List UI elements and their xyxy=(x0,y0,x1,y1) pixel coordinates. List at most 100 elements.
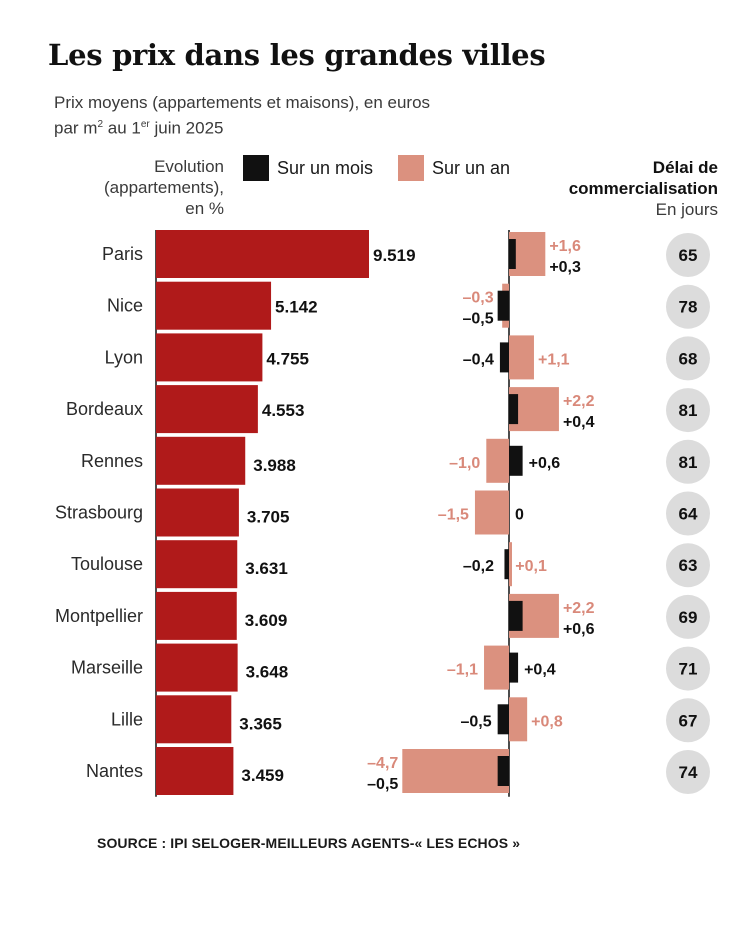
price-bar-lyon xyxy=(156,333,263,382)
month-bar-marseille xyxy=(509,652,519,683)
delai-value-nantes: 74 xyxy=(679,763,698,782)
month-bar-nice xyxy=(497,290,509,321)
chart-subtitle: Prix moyens (appartements et maisons), e… xyxy=(54,92,430,140)
delai-value-paris: 65 xyxy=(679,246,698,265)
price-bar-bordeaux xyxy=(156,385,258,434)
year-value-paris: +1,6 xyxy=(549,238,581,255)
month-value-toulouse: –0,2 xyxy=(463,558,494,575)
month-value-paris: +0,3 xyxy=(549,259,581,276)
delai-circle-rennes xyxy=(666,439,710,484)
delai-circle-marseille xyxy=(666,646,710,691)
city-label-nantes: Nantes xyxy=(86,761,143,781)
month-value-rennes: +0,6 xyxy=(529,455,561,472)
delai-value-bordeaux: 81 xyxy=(679,401,698,420)
city-label-toulouse: Toulouse xyxy=(71,554,143,574)
month-bar-paris xyxy=(509,239,516,269)
subtitle-line-2: par m2 au 1er juin 2025 xyxy=(54,114,430,140)
delai-value-lyon: 68 xyxy=(679,349,698,368)
year-value-nantes: –4,7 xyxy=(367,755,398,772)
price-bar-paris xyxy=(156,230,369,278)
delai-circle-paris xyxy=(666,233,710,277)
delai-circle-nantes xyxy=(666,750,710,794)
city-label-montpellier: Montpellier xyxy=(55,606,143,626)
delai-value-marseille: 71 xyxy=(679,660,698,679)
month-value-lille: –0,5 xyxy=(461,713,492,730)
month-bar-rennes xyxy=(509,445,523,476)
evolution-label-line-1: Evolution xyxy=(154,157,224,176)
month-bar-lyon xyxy=(499,342,509,373)
city-label-lille: Lille xyxy=(111,709,143,729)
evolution-label-line-2: (appartements), xyxy=(104,178,224,197)
legend-month-label: Sur un mois xyxy=(277,157,374,178)
year-value-rennes: –1,0 xyxy=(449,455,480,472)
delai-circle-bordeaux xyxy=(666,388,710,433)
city-label-paris: Paris xyxy=(102,244,143,264)
delai-circle-lyon xyxy=(666,336,710,381)
year-bar-lyon xyxy=(509,335,534,380)
legend-year-swatch xyxy=(398,155,424,181)
delai-value-toulouse: 63 xyxy=(679,556,698,575)
subtitle-sup-1: 2 xyxy=(97,119,104,130)
month-value-marseille: +0,4 xyxy=(524,662,556,679)
evolution-label: Evolution (appartements), en % xyxy=(104,156,224,219)
delai-value-lille: 67 xyxy=(679,711,698,730)
price-value-paris: 9.519 xyxy=(373,246,416,265)
legend-month-swatch xyxy=(243,155,269,181)
price-value-toulouse: 3.631 xyxy=(245,559,288,578)
year-bar-rennes xyxy=(486,438,509,483)
price-bar-toulouse xyxy=(156,540,238,589)
month-bar-bordeaux xyxy=(509,394,519,425)
price-value-nice: 5.142 xyxy=(275,298,318,317)
month-value-strasbourg: 0 xyxy=(515,507,524,524)
month-value-lyon: –0,4 xyxy=(463,351,494,368)
month-bar-lille xyxy=(497,704,509,735)
price-value-rennes: 3.988 xyxy=(253,456,296,475)
city-label-nice: Nice xyxy=(107,296,143,316)
year-value-lille: +0,8 xyxy=(531,713,563,730)
price-bar-nantes xyxy=(156,747,234,795)
price-value-nantes: 3.459 xyxy=(241,766,284,785)
price-bar-nice xyxy=(156,281,272,330)
city-label-strasbourg: Strasbourg xyxy=(55,503,143,523)
year-bar-toulouse xyxy=(509,542,512,587)
chart-title: Les prix dans les grandes villes xyxy=(48,38,546,72)
delai-circle-toulouse xyxy=(666,543,710,588)
delai-header-line-2: commercialisation xyxy=(568,179,718,198)
subtitle-text-a: par m xyxy=(54,118,98,138)
delai-circle-montpellier xyxy=(666,594,710,639)
price-value-montpellier: 3.609 xyxy=(245,611,288,630)
subtitle-sup-2: er xyxy=(140,119,150,130)
year-value-toulouse: +0,1 xyxy=(515,558,547,575)
month-value-nice: –0,5 xyxy=(463,311,494,328)
subtitle-text-c: juin 2025 xyxy=(149,118,224,138)
delai-header: Délai de commercialisation En jours xyxy=(569,157,718,220)
subtitle-text-b: au 1 xyxy=(103,118,141,138)
month-bar-toulouse xyxy=(504,549,509,580)
year-value-nice: –0,3 xyxy=(463,290,494,307)
year-bar-marseille xyxy=(484,645,509,690)
price-bar-montpellier xyxy=(156,591,237,640)
delai-header-line-1: Délai de xyxy=(652,158,718,177)
delai-value-nice: 78 xyxy=(679,298,698,317)
year-value-strasbourg: –1,5 xyxy=(438,507,469,524)
year-bar-strasbourg xyxy=(474,490,509,535)
price-bar-lille xyxy=(156,695,232,744)
delai-value-montpellier: 69 xyxy=(679,608,698,627)
month-value-bordeaux: +0,4 xyxy=(563,414,595,431)
price-value-lille: 3.365 xyxy=(239,714,282,733)
delai-value-strasbourg: 64 xyxy=(679,505,698,524)
year-value-marseille: –1,1 xyxy=(447,662,478,679)
month-bar-montpellier xyxy=(509,600,523,631)
subtitle-line-1: Prix moyens (appartements et maisons), e… xyxy=(54,93,431,112)
legend-year-label: Sur un an xyxy=(432,157,511,178)
price-value-bordeaux: 4.553 xyxy=(262,401,305,420)
month-value-nantes: –0,5 xyxy=(367,776,398,793)
price-value-strasbourg: 3.705 xyxy=(247,508,290,527)
city-label-rennes: Rennes xyxy=(81,451,143,471)
city-label-marseille: Marseille xyxy=(71,658,143,678)
price-bar-strasbourg xyxy=(156,488,239,537)
year-bar-nantes xyxy=(402,749,509,793)
legend-year: Sur un an xyxy=(398,155,510,181)
year-bar-lille xyxy=(509,697,528,742)
